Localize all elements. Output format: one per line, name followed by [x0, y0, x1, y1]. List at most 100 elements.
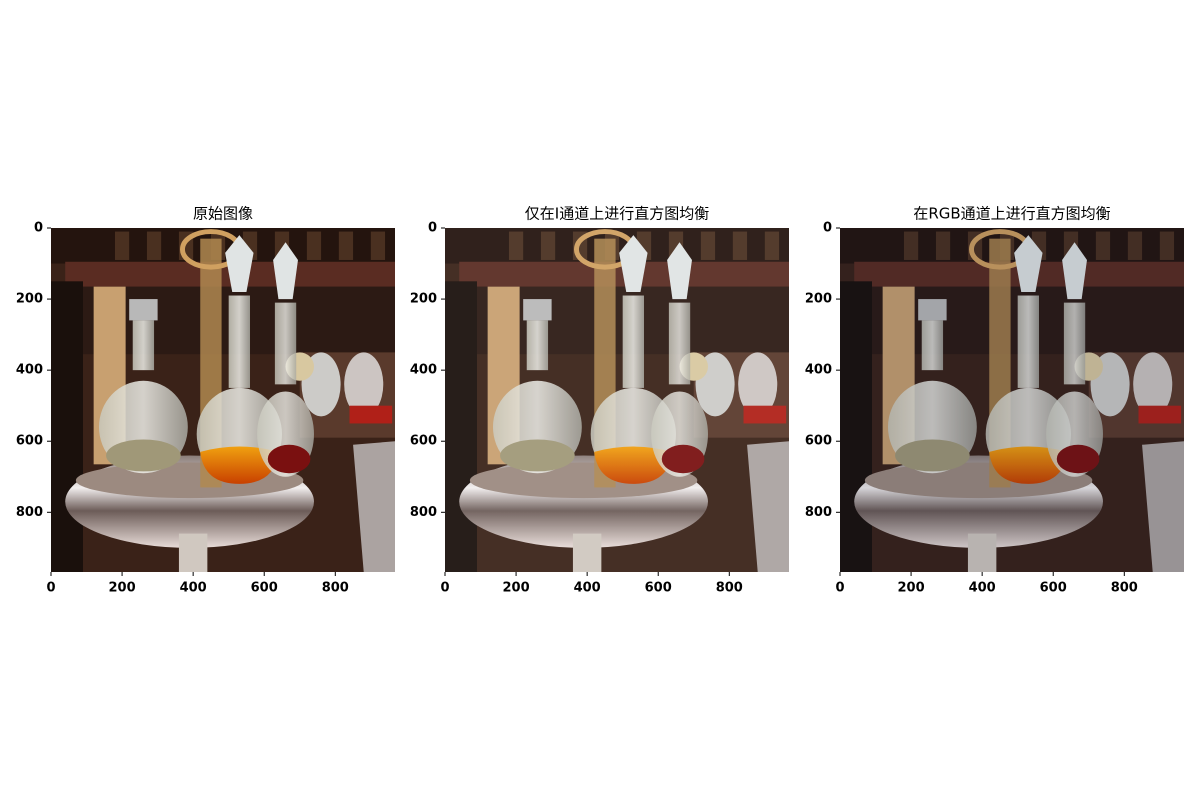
image-shape	[764, 231, 780, 260]
y-tick-label: 200	[410, 292, 437, 307]
image-shape	[306, 231, 322, 260]
subplot-title: 在RGB通道上进行直方图均衡	[913, 205, 1110, 223]
y-tick-label: 200	[16, 292, 43, 307]
image-shape	[523, 299, 552, 321]
y-tick-label: 400	[16, 363, 43, 378]
image	[445, 228, 789, 572]
image-shape	[661, 444, 705, 474]
image-shape	[267, 444, 311, 474]
y-tick-label: 600	[805, 434, 832, 449]
image-shape	[1133, 352, 1173, 417]
image-shape	[619, 235, 648, 292]
image-shape	[106, 439, 181, 472]
image-shape	[667, 242, 692, 300]
image-shape	[1017, 295, 1040, 388]
x-tick-label: 800	[1111, 581, 1138, 596]
image-shape	[344, 352, 384, 417]
x-tick-label: 400	[969, 581, 996, 596]
image-shape	[1159, 231, 1175, 260]
image-shape	[840, 228, 1184, 572]
image-shape	[353, 441, 395, 572]
image-shape	[1056, 444, 1100, 474]
image-shape	[903, 231, 919, 260]
image-shape	[1063, 302, 1086, 385]
image-shape	[921, 320, 944, 371]
image-shape	[895, 439, 970, 472]
image-shape	[732, 231, 748, 260]
subplot-title: 原始图像	[193, 205, 253, 223]
image-area	[51, 228, 395, 572]
y-tick-label: 200	[805, 292, 832, 307]
y-tick-label: 800	[16, 505, 43, 520]
image	[51, 228, 395, 572]
x-tick-label: 600	[1040, 581, 1067, 596]
image-shape	[338, 231, 354, 260]
image	[840, 228, 1184, 572]
image-shape	[114, 231, 130, 260]
image-shape	[178, 533, 208, 572]
image-shape	[51, 281, 83, 572]
subplot: 在RGB通道上进行直方图均衡 0 200 400 600 800 0 200 400 600 800	[805, 205, 1184, 596]
x-tick-label: 200	[109, 581, 136, 596]
image-shape	[273, 242, 298, 300]
image-shape	[747, 441, 789, 572]
image-shape	[349, 405, 393, 424]
subplot-title: 仅在I通道上进行直方图均衡	[525, 205, 709, 223]
image-shape	[918, 299, 947, 321]
y-tick-label: 800	[805, 505, 832, 520]
x-tick-label: 0	[440, 581, 449, 596]
x-tick-label: 0	[835, 581, 844, 596]
image-shape	[989, 446, 1068, 484]
image-shape	[526, 320, 549, 371]
image-shape	[935, 231, 951, 260]
image-shape	[445, 281, 477, 572]
image-shape	[508, 231, 524, 260]
image-shape	[967, 533, 997, 572]
x-tick-label: 800	[322, 581, 349, 596]
image-shape	[445, 228, 789, 572]
y-tick-label: 0	[428, 221, 437, 236]
image-shape	[1062, 242, 1087, 300]
image-shape	[1142, 441, 1184, 572]
image-shape	[743, 405, 787, 424]
subplot: 原始图像 0 200 400 600 800 0 200 400 600 800	[16, 205, 395, 596]
image-shape	[1014, 235, 1043, 292]
image-shape	[540, 231, 556, 260]
y-tick-label: 800	[410, 505, 437, 520]
image-shape	[572, 533, 602, 572]
image-shape	[225, 235, 254, 292]
image-shape	[500, 439, 575, 472]
x-tick-label: 600	[251, 581, 278, 596]
image-shape	[1095, 231, 1111, 260]
y-tick-label: 400	[410, 363, 437, 378]
image-shape	[1127, 231, 1143, 260]
y-tick-label: 400	[805, 363, 832, 378]
image-area	[840, 228, 1184, 572]
image-shape	[738, 352, 778, 417]
x-tick-label: 400	[574, 581, 601, 596]
image-shape	[840, 281, 872, 572]
image-shape	[370, 231, 386, 260]
subplot: 仅在I通道上进行直方图均衡 0 200 400 600 800 0 200 400 600 800	[410, 205, 789, 596]
x-tick-label: 200	[503, 581, 530, 596]
image-shape	[274, 302, 297, 385]
x-tick-label: 800	[716, 581, 743, 596]
image-shape	[668, 302, 691, 385]
y-tick-label: 0	[34, 221, 43, 236]
image-area	[445, 228, 789, 572]
y-tick-label: 0	[823, 221, 832, 236]
image-shape	[132, 320, 155, 371]
x-tick-label: 0	[46, 581, 55, 596]
x-tick-label: 600	[645, 581, 672, 596]
x-tick-label: 400	[180, 581, 207, 596]
image-shape	[1138, 405, 1182, 424]
image-shape	[129, 299, 158, 321]
image-shape	[700, 231, 716, 260]
image-shape	[594, 446, 673, 484]
image-shape	[146, 231, 162, 260]
x-tick-label: 200	[898, 581, 925, 596]
y-tick-label: 600	[16, 434, 43, 449]
image-shape	[200, 446, 279, 484]
image-shape	[622, 295, 645, 388]
